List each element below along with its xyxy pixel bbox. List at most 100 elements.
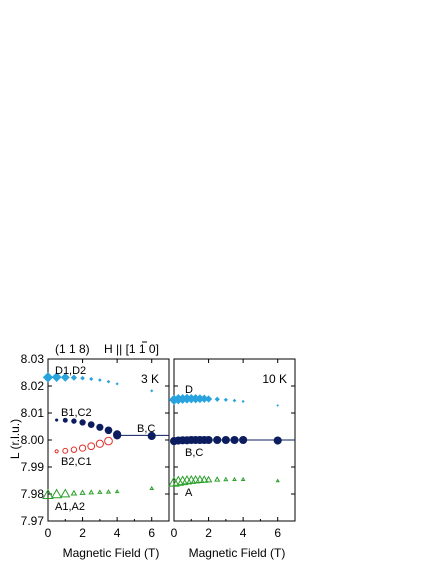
data-point: [223, 397, 228, 402]
data-point: [172, 475, 185, 486]
data-marks: [168, 393, 282, 487]
data-point: [104, 426, 113, 435]
data-point: [104, 436, 113, 446]
y-tick-label: 7.97: [21, 514, 45, 528]
data-point: [199, 475, 209, 483]
field-dir-prefix: H || [: [104, 342, 130, 356]
x-tick-label: 4: [114, 526, 121, 540]
svg-text:H || [1 1 0]: H || [1 1 0]: [104, 342, 159, 356]
panel-label: 10 K: [262, 372, 287, 386]
data-point: [105, 489, 112, 494]
data-point: [214, 476, 221, 482]
data-point: [240, 476, 246, 482]
annotation-b-c: B,C: [185, 447, 203, 459]
data-point: [221, 435, 230, 445]
series-d: [168, 393, 280, 407]
panel-3k: 0 2 4 6 7.97 7.98 7.99 8.00 8.01 8.02 8.03 3 K D1,…: [21, 352, 170, 560]
data-point: [88, 489, 95, 495]
series-a1-a2: [42, 485, 155, 500]
data-point: [232, 398, 237, 403]
data-point: [87, 442, 96, 451]
annotation-a: A: [185, 487, 193, 499]
data-point: [113, 431, 122, 440]
data-point: [204, 475, 213, 483]
data-point: [204, 395, 213, 403]
ticks: 0 2 4 6: [171, 358, 295, 540]
series-b-c: [113, 431, 156, 441]
data-point: [147, 431, 156, 441]
x-axis-label: Magnetic Field (T): [189, 546, 286, 560]
data-point: [150, 389, 154, 393]
data-point: [239, 435, 248, 445]
field-dir-suffix: 1 0]: [136, 342, 159, 356]
data-point: [195, 394, 205, 404]
data-point: [241, 399, 245, 403]
data-point: [149, 485, 155, 490]
data-point: [186, 475, 197, 484]
series-b1-c2: [55, 417, 122, 439]
y-tick-label: 8.03: [21, 352, 45, 366]
data-point: [195, 474, 205, 483]
data-point: [51, 488, 63, 499]
data-point: [214, 396, 220, 402]
data-point: [42, 488, 54, 500]
y-tick-label: 7.98: [21, 487, 45, 501]
data-point: [60, 372, 70, 382]
annotation-a1-a2: A1,A2: [55, 501, 85, 513]
data-point: [230, 435, 239, 445]
series-d1-d2: [42, 372, 154, 393]
series-a: [168, 474, 280, 487]
data-point: [273, 436, 282, 445]
data-point: [98, 378, 102, 382]
x-tick-label: 2: [79, 526, 86, 540]
data-point: [115, 382, 119, 386]
data-point: [95, 439, 104, 448]
annotation-b-c: B,C: [137, 423, 155, 435]
data-point: [114, 489, 120, 494]
x-tick-label: 6: [274, 526, 281, 540]
data-marks: [42, 372, 156, 500]
data-point: [70, 374, 78, 381]
y-tick-label: 8.02: [21, 379, 45, 393]
data-point: [276, 404, 280, 407]
reflection-label: (1 1 8): [55, 342, 90, 356]
data-point: [204, 435, 213, 445]
data-point: [54, 449, 59, 454]
data-point: [71, 418, 77, 424]
x-axis-label: Magnetic Field (T): [63, 546, 160, 560]
x-tick-label: 0: [171, 526, 178, 540]
panel-10k: 0 2 4 6 10 K D B,C A Magnetic Field (T): [168, 358, 296, 560]
data-point: [106, 379, 111, 384]
data-point: [62, 447, 69, 454]
data-point: [80, 375, 85, 381]
x-tick-label: 6: [148, 526, 155, 540]
data-point: [70, 446, 78, 453]
data-point: [275, 478, 280, 483]
data-point: [168, 476, 180, 487]
series-b-c: [169, 435, 282, 446]
data-point: [78, 444, 87, 452]
data-point: [223, 476, 229, 482]
annotation-b1-c2: B1,C2: [61, 407, 92, 419]
data-point: [42, 372, 54, 383]
series-b2-c1: [54, 436, 113, 454]
data-point: [87, 421, 95, 428]
data-point: [60, 488, 71, 498]
data-point: [79, 419, 86, 426]
data-point: [232, 476, 237, 482]
y-axis-label: L (r.l.u.): [8, 419, 22, 459]
field-dir-bar-digit: 1: [129, 342, 136, 356]
x-tick-label: 2: [205, 526, 212, 540]
data-point: [96, 423, 104, 431]
annotation-b2-c1: B2,C1: [61, 456, 92, 468]
y-tick-label: 8.01: [21, 406, 45, 420]
data-point: [79, 489, 86, 495]
data-point: [51, 372, 62, 383]
annotation-d1-d2: D1,D2: [55, 365, 86, 377]
data-point: [55, 418, 59, 422]
y-tick-label: 8.00: [21, 433, 45, 447]
x-tick-label: 0: [45, 526, 52, 540]
y-tick-label: 7.99: [21, 460, 45, 474]
data-point: [62, 417, 68, 423]
